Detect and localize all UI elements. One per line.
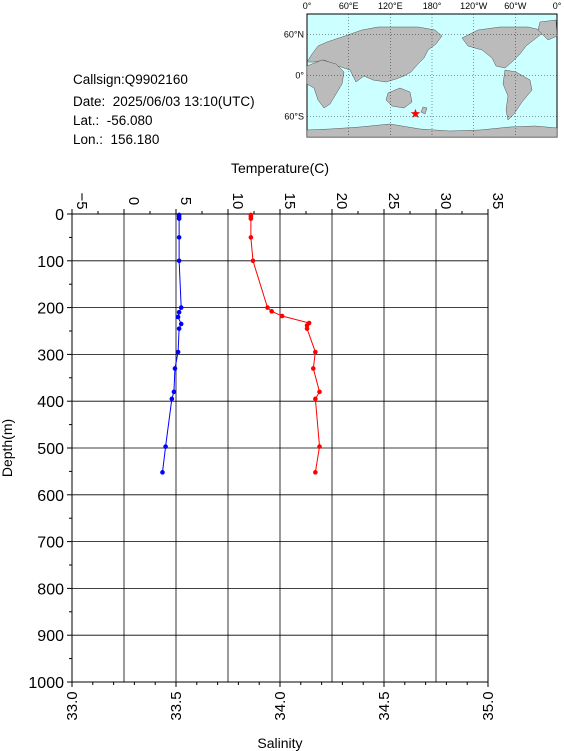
map-longitude-labels: 0° 60°E 120°E 180° 120°W 60°W 0° <box>303 1 562 11</box>
plot-grid <box>71 213 489 683</box>
depth-tick-label: 600 <box>37 488 64 505</box>
temperature-profile-point <box>176 216 182 221</box>
temperature-profile-point <box>163 444 168 449</box>
map-land <box>306 19 558 138</box>
depth-axis-label: Depth(m) <box>0 419 15 477</box>
salinity-profile-point <box>313 396 318 402</box>
salinity-tick-label: 35.0 <box>480 691 497 720</box>
temperature-tick-label: 35 <box>489 193 506 210</box>
temperature-profile-point <box>171 389 177 395</box>
temperature-tick-label: 25 <box>385 193 402 210</box>
salinity-profile-point <box>310 366 316 371</box>
depth-tick-label: 700 <box>37 535 64 552</box>
map-longitude-label: 60°W <box>504 1 527 11</box>
salinity-profile-point <box>248 216 254 221</box>
temperature-axis-label: Temperature(C) <box>231 160 329 176</box>
salinity-profile-point <box>269 309 274 314</box>
map-longitude-label: 0° <box>553 1 562 11</box>
depth-tick-label: 300 <box>37 347 64 364</box>
temperature-tick-label: 15 <box>281 193 298 210</box>
depth-tick-label: 400 <box>37 394 64 411</box>
salinity-tick-labels: 33.0 33.5 34.0 34.5 35.0 <box>64 691 497 720</box>
salinity-tick-label: 34.5 <box>376 691 393 720</box>
map-location-marker <box>410 108 421 118</box>
temperature-profile-point <box>160 470 165 475</box>
temperature-tick-label: 10 <box>229 193 246 210</box>
map-latitude-label: 60°S <box>284 112 304 122</box>
temperature-profile-point <box>175 314 181 320</box>
temperature-profile-point <box>169 396 175 402</box>
salinity-profile-point <box>250 258 256 264</box>
temperature-tick-label: 30 <box>437 193 454 210</box>
axis-ticks <box>67 209 489 687</box>
depth-tick-label: 900 <box>37 628 64 645</box>
map-longitude-label: 0° <box>303 1 312 11</box>
depth-tick-label: 1000 <box>28 675 64 692</box>
location-map: 0° 60°E 120°E 180° 120°W 60°W 0° 60°N 0° 60°S <box>284 1 562 138</box>
salinity-profile-point <box>279 313 285 319</box>
profile-series <box>160 212 322 475</box>
salinity-axis-label: Salinity <box>257 735 302 751</box>
temperature-tick-label: 5 <box>177 197 194 205</box>
map-longitude-label: 120°W <box>460 1 488 11</box>
temperature-tick-labels: −5 0 5 10 15 20 25 30 35 <box>73 192 506 209</box>
map-graticule <box>307 14 557 137</box>
profile-plot: −5 0 5 10 15 20 25 30 35 33.0 33.5 34.0 34.5 35.0 0 1… <box>0 160 506 751</box>
temperature-profile-point <box>176 235 182 240</box>
callsign-label: Callsign:Q9902160 <box>73 72 188 87</box>
depth-tick-label: 500 <box>37 441 64 458</box>
map-longitude-label: 60°E <box>339 1 359 11</box>
map-latitude-label: 0° <box>295 71 304 81</box>
temperature-profile-point <box>175 349 181 355</box>
depth-tick-label: 200 <box>37 301 64 318</box>
map-latitude-label: 60°N <box>284 30 304 40</box>
salinity-profile-point <box>313 349 318 355</box>
depth-tick-labels: 0 100 200 300 400 500 600 700 800 900 1000 <box>28 207 64 692</box>
temperature-profile-point <box>176 309 182 315</box>
temperature-profile-point <box>176 258 182 264</box>
salinity-profile-point <box>265 305 270 310</box>
temperature-tick-label: 20 <box>333 193 350 210</box>
salinity-profile-point <box>304 326 310 331</box>
temperature-profile-point <box>172 366 178 371</box>
salinity-profile-point <box>304 323 310 328</box>
salinity-tick-label: 33.5 <box>168 691 185 720</box>
map-latitude-labels: 60°N 0° 60°S <box>284 30 305 122</box>
temperature-profile-line <box>161 214 182 473</box>
map-longitude-label: 120°E <box>378 1 403 11</box>
longitude-label: Lon.: 156.180 <box>73 132 160 147</box>
depth-tick-label: 0 <box>55 207 64 224</box>
salinity-profile-point <box>248 235 254 240</box>
location-star-icon <box>410 108 421 118</box>
depth-tick-label: 800 <box>37 581 64 598</box>
temperature-tick-label: −5 <box>73 192 90 209</box>
temperature-profile-point <box>178 321 184 327</box>
temperature-tick-label: 0 <box>125 197 142 205</box>
depth-tick-label: 100 <box>37 254 64 271</box>
latitude-label: Lat.: -56.080 <box>73 113 153 128</box>
temperature-profile-point <box>178 305 184 310</box>
map-longitude-label: 180° <box>423 1 442 11</box>
date-label: Date: 2025/06/03 13:10(UTC) <box>73 94 255 109</box>
salinity-profile-point <box>317 389 322 395</box>
salinity-profile-point <box>313 470 318 475</box>
salinity-tick-label: 34.0 <box>272 691 289 720</box>
temperature-profile-point <box>176 326 182 331</box>
salinity-tick-label: 33.0 <box>64 691 81 720</box>
salinity-profile-point <box>317 444 322 449</box>
salinity-profile-line <box>250 214 321 473</box>
